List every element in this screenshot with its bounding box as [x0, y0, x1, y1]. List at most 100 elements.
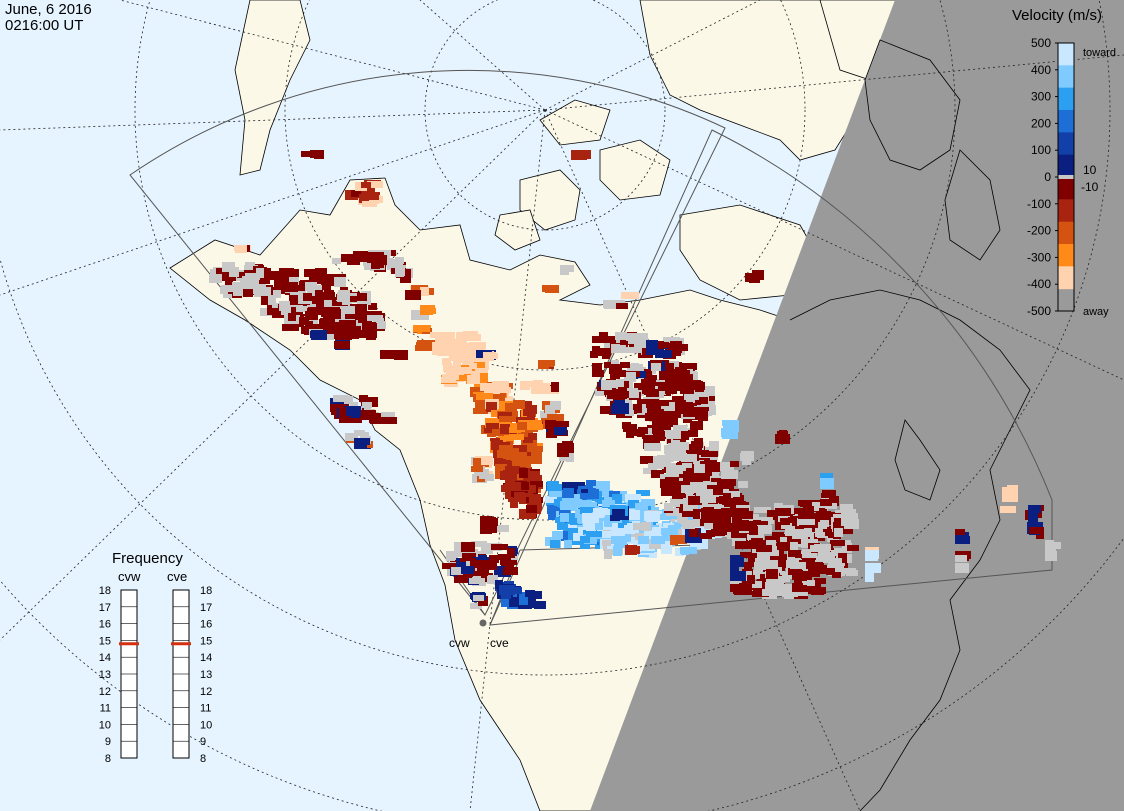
velocity-cell	[237, 272, 249, 278]
velocity-cell	[780, 518, 790, 525]
velocity-cell	[834, 518, 847, 524]
velocity-cell	[454, 575, 468, 583]
velocity-cell	[771, 576, 785, 583]
velocity-cell	[495, 525, 509, 532]
velocity-cell	[672, 522, 688, 529]
velocity-cell	[602, 531, 611, 538]
velocity-cell	[677, 402, 693, 411]
velocity-cell	[580, 507, 595, 514]
velocity-cell	[1028, 505, 1041, 513]
velocity-cell	[261, 296, 273, 305]
velocity-cell	[660, 514, 671, 520]
velocity-cell	[1029, 527, 1044, 534]
velocity-cell	[566, 452, 574, 462]
velocity-cell	[604, 387, 614, 395]
velocity-cell	[609, 364, 622, 374]
velocity-cell	[757, 525, 772, 534]
velocity-cell	[305, 311, 318, 320]
velocity-cell	[415, 345, 432, 351]
velocity-cell	[788, 550, 801, 558]
velocity-cell	[372, 417, 387, 424]
velocity-cell	[838, 553, 847, 563]
colorbar-tick-label: -100	[1027, 197, 1051, 211]
velocity-cell	[469, 363, 477, 369]
velocity-cell	[471, 541, 487, 547]
velocity-cell	[739, 583, 752, 591]
velocity-cell	[347, 329, 359, 339]
colorbar-tick-label: 500	[1031, 36, 1051, 50]
velocity-cell	[792, 571, 809, 580]
velocity-cell	[586, 531, 602, 537]
velocity-cell	[779, 430, 787, 437]
velocity-cell	[627, 347, 642, 353]
velocity-cell	[803, 559, 815, 567]
velocity-cell	[288, 313, 296, 321]
velocity-cell	[646, 340, 658, 350]
velocity-cell	[395, 267, 404, 277]
velocity-cell	[281, 305, 291, 315]
velocity-cell	[833, 522, 843, 531]
colorbar-tick-label: 200	[1031, 116, 1051, 130]
velocity-cell	[610, 519, 627, 529]
velocity-cell	[681, 454, 697, 462]
velocity-cell	[501, 593, 511, 599]
velocity-cell	[324, 300, 332, 306]
velocity-cell	[772, 534, 787, 542]
velocity-cell	[730, 557, 744, 567]
velocity-cell	[568, 524, 578, 530]
velocity-cell	[782, 588, 798, 597]
velocity-cell	[514, 492, 525, 502]
velocity-cell	[668, 529, 678, 537]
velocity-cell	[225, 281, 233, 287]
velocity-cell	[604, 550, 612, 559]
velocity-cell	[476, 393, 493, 400]
velocity-cell	[534, 601, 546, 609]
velocity-cell	[381, 352, 393, 359]
velocity-cell	[305, 321, 313, 327]
velocity-cell	[780, 537, 791, 544]
velocity-cell	[735, 541, 750, 549]
velocity-cell	[339, 415, 356, 423]
velocity-cell	[599, 332, 608, 342]
frequency-tick-label: 8	[200, 753, 206, 765]
velocity-cell	[610, 371, 620, 379]
velocity-cell	[473, 595, 484, 601]
velocity-cell	[527, 446, 543, 452]
velocity-cell	[486, 423, 499, 429]
arctic-island-1	[519, 169, 581, 231]
velocity-cell	[775, 434, 790, 444]
frequency-tick-label: 11	[200, 703, 211, 715]
velocity-cell	[500, 471, 517, 480]
velocity-cell	[788, 517, 798, 523]
velocity-cell	[700, 519, 712, 526]
velocity-cell	[834, 564, 844, 574]
frequency-tick-label: 17	[200, 602, 212, 614]
velocity-cell	[325, 301, 342, 308]
velocity-cell	[470, 334, 481, 341]
velocity-cell	[520, 381, 530, 390]
velocity-cell	[367, 181, 383, 188]
velocity-cell	[442, 358, 451, 365]
freq-label-cvw: cvw	[118, 569, 141, 584]
velocity-cell	[826, 568, 835, 575]
velocity-cell	[722, 477, 736, 486]
velocity-cell	[307, 300, 324, 309]
velocity-cell	[264, 271, 280, 280]
velocity-cell	[305, 282, 317, 291]
velocity-cell	[661, 544, 672, 554]
velocity-cell	[668, 473, 679, 479]
velocity-cell	[581, 489, 592, 496]
velocity-cell	[1045, 551, 1057, 561]
velocity-cell	[646, 346, 656, 355]
velocity-cell	[470, 603, 482, 609]
velocity-cell	[647, 381, 655, 390]
velocity-cell	[557, 443, 574, 453]
velocity-cell	[501, 485, 516, 492]
velocity-cell	[283, 282, 298, 292]
velocity-cell	[469, 578, 485, 584]
velocity-cell	[446, 551, 455, 561]
velocity-cell	[344, 396, 353, 404]
velocity-cell	[840, 504, 853, 512]
velocity-cells	[209, 150, 1061, 609]
